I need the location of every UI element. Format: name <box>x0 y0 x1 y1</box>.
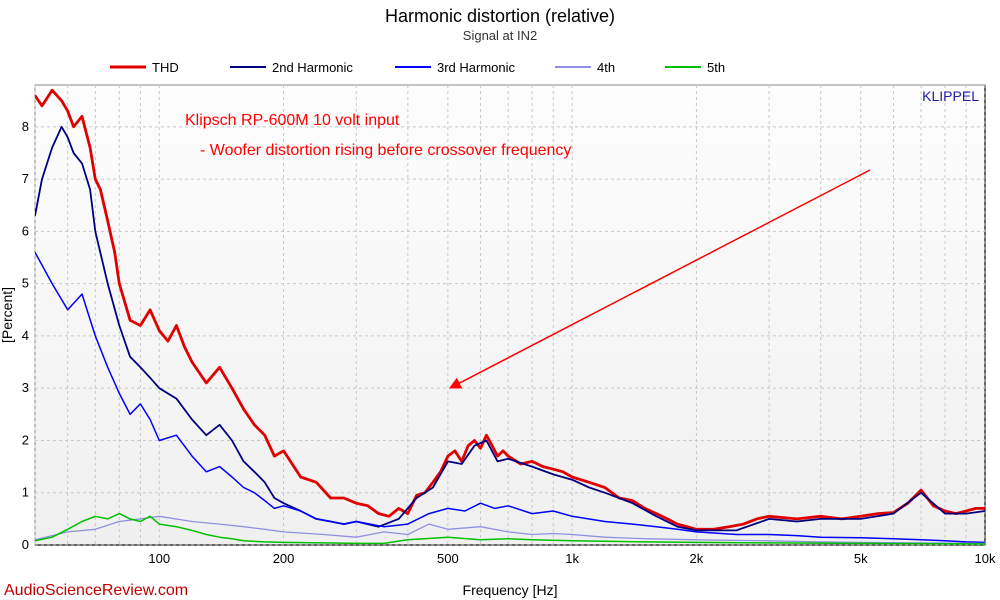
ytick-label: 2 <box>22 432 29 447</box>
y-axis-label: [Percent] <box>0 287 15 343</box>
x-axis-label: Frequency [Hz] <box>463 582 558 598</box>
ytick-label: 1 <box>22 485 29 500</box>
xtick-label: 500 <box>437 551 459 566</box>
legend-label: 3rd Harmonic <box>437 60 516 75</box>
chart-svg: Harmonic distortion (relative) Signal at … <box>0 0 1000 600</box>
chart-subtitle: Signal at IN2 <box>463 28 537 43</box>
annotation-line1: Klipsch RP-600M 10 volt input <box>185 112 400 129</box>
ytick-label: 7 <box>22 171 29 186</box>
legend-label: THD <box>152 60 179 75</box>
xtick-label: 100 <box>148 551 170 566</box>
legend-label: 5th <box>707 60 725 75</box>
ytick-label: 3 <box>22 380 29 395</box>
chart-title: Harmonic distortion (relative) <box>385 6 615 26</box>
xtick-label: 1k <box>565 551 579 566</box>
xtick-label: 5k <box>854 551 868 566</box>
xtick-label: 200 <box>273 551 295 566</box>
ytick-label: 8 <box>22 119 29 134</box>
annotation-line2: - Woofer distortion rising before crosso… <box>200 142 571 159</box>
xtick-label: 2k <box>690 551 704 566</box>
ytick-label: 6 <box>22 223 29 238</box>
ytick-label: 5 <box>22 276 29 291</box>
source-credit: AudioScienceReview.com <box>4 582 188 599</box>
xtick-label: 10k <box>975 551 996 566</box>
watermark: KLIPPEL <box>922 88 979 104</box>
legend-label: 4th <box>597 60 615 75</box>
chart-container: Harmonic distortion (relative) Signal at … <box>0 0 1000 600</box>
ytick-label: 4 <box>22 328 29 343</box>
ytick-label: 0 <box>22 537 29 552</box>
legend-label: 2nd Harmonic <box>272 60 353 75</box>
